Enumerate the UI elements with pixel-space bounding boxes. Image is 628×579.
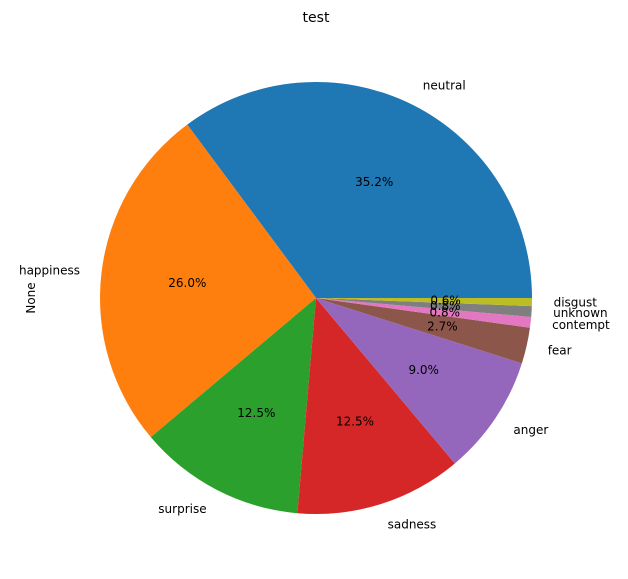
pie-category-label: sadness <box>388 518 437 532</box>
pie-category-label: contempt <box>552 318 610 332</box>
pie-slice-surprise <box>150 298 316 514</box>
pie-wedges <box>100 82 533 515</box>
pie-percent-label: 26.0% <box>168 276 206 290</box>
pie-percent-label: 0.8% <box>430 299 461 313</box>
pie-percent-label: 0.8% <box>430 306 461 320</box>
pie-percent-label: 2.7% <box>427 320 458 334</box>
pie-slice-anger <box>316 298 522 464</box>
pie-percent-label: 9.0% <box>408 363 439 377</box>
pie-slice-unknown <box>316 298 532 317</box>
pie-category-label: anger <box>513 423 548 437</box>
pie-slice-happiness <box>100 124 316 438</box>
pie-percent-label: 12.5% <box>336 415 374 429</box>
pie-percent-labels: 35.2%26.0%12.5%12.5%9.0%2.7%0.8%0.8%0.6% <box>168 175 461 428</box>
pie-percent-label: 12.5% <box>237 406 275 420</box>
pie-category-labels: neutral happiness surprise sadness anger fear… <box>19 79 610 532</box>
pie-category-label: surprise <box>158 502 206 516</box>
pie-category-label: disgust <box>554 296 598 310</box>
pie-slice-contempt <box>316 298 532 328</box>
pie-category-label: fear <box>548 344 572 358</box>
pie-slice-disgust <box>316 298 533 307</box>
y-axis-label: None <box>24 282 38 313</box>
pie-category-label: happiness <box>19 264 80 278</box>
pie-percent-label: 35.2% <box>355 175 393 189</box>
chart-title: test <box>303 10 330 26</box>
pie-slice-sadness <box>297 298 455 515</box>
pie-percent-label: 0.6% <box>430 293 461 307</box>
pie-slice-neutral <box>187 82 533 299</box>
pie-category-label: unknown <box>553 306 608 320</box>
pie-slice-fear <box>316 298 530 364</box>
pie-category-label: neutral <box>423 79 466 93</box>
